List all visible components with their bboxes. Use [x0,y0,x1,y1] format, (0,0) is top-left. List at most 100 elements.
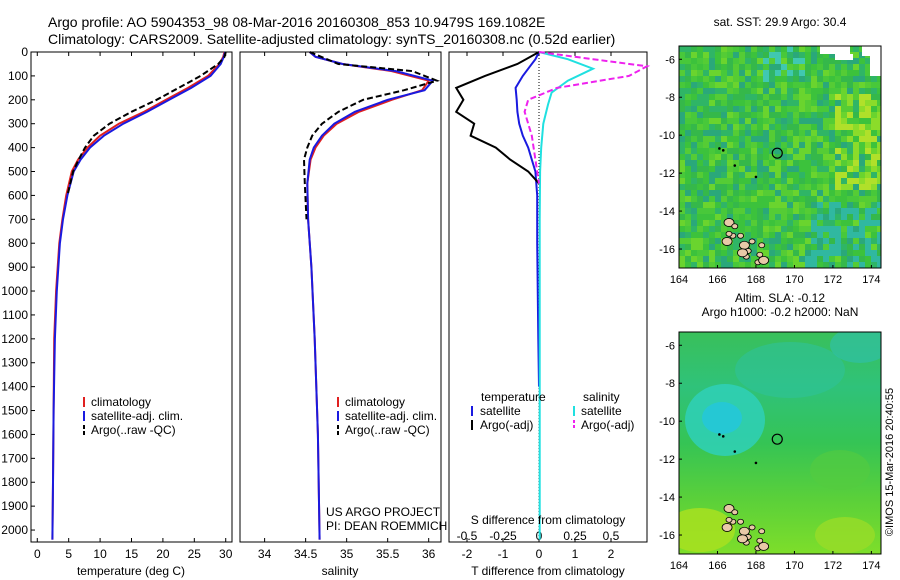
sst-cell [703,106,709,112]
sst-map-panel: sat. SST: 29.9 Argo: 30.4 164 166 168 170 17… [659,15,882,286]
sst-cell [877,142,881,148]
sst-cell [829,58,835,64]
sst-cell [781,256,787,262]
sst-cell [721,262,727,268]
sst-cell [763,178,769,184]
sst-cell [715,46,721,52]
sst-cell [775,100,781,106]
sst-cell [763,118,769,124]
sst-cell [745,118,751,124]
sst-cell [817,226,823,232]
sst-cell [691,250,697,256]
depth-tick-label: 1000 [1,284,28,298]
sst-cell [835,94,841,100]
sst-cell [757,130,763,136]
sst-cell [739,208,745,214]
sst-cell [757,124,763,130]
sst-cell [763,250,769,256]
sst-cell [751,256,757,262]
sst-cell [853,142,859,148]
sst-cell [841,244,847,250]
sst-cell [877,190,881,196]
sst-cell [679,70,685,76]
sst-cell [799,106,805,112]
sst-cell [835,250,841,256]
sst-cell [877,232,881,238]
sst-cell [817,190,823,196]
sst-cell [787,262,793,268]
sst-cell [793,208,799,214]
sst-cell [745,112,751,118]
sst-cell [781,58,787,64]
sst-cell [727,58,733,64]
sst-cell [757,76,763,82]
sst-cell [757,118,763,124]
sst-cell [751,58,757,64]
sst-cell [697,238,703,244]
sst-cell [709,172,715,178]
sst-cell [865,172,871,178]
sst-cell [823,52,829,58]
legend-label-argo: Argo(..raw -QC) [91,423,176,437]
small-island [733,164,737,167]
island-shape [739,526,750,536]
sst-cell [853,58,859,64]
sst-cell [877,100,881,106]
island-shape [756,537,764,544]
sst-cell [691,262,697,268]
sst-cell [835,76,841,82]
sst-cell [733,214,739,220]
sst-cell [823,214,829,220]
sst-cell [703,70,709,76]
sst-cell [847,190,853,196]
sst-cell [871,196,877,202]
sst-cell [763,88,769,94]
sst-cell [781,100,787,106]
sst-cell [727,46,733,52]
sst-cell [697,226,703,232]
sst-cell [841,106,847,112]
sst-cell [829,232,835,238]
sst-cell [769,226,775,232]
sst-cell [865,118,871,124]
sst-cell [769,124,775,130]
sst-cell [811,190,817,196]
lon-tick-label: 166 [708,274,726,286]
sst-cell [787,214,793,220]
sst-cell [679,52,685,58]
sst-cell [751,220,757,226]
sst-cell [829,118,835,124]
sst-cell [679,88,685,94]
sst-cell [685,82,691,88]
sst-cell [703,76,709,82]
sst-cell [733,46,739,52]
sst-cell [787,112,793,118]
sst-cell [751,250,757,256]
sst-cell [823,184,829,190]
legend-label-climatology: climatology [91,395,151,409]
sst-cell [721,142,727,148]
sst-cell [787,232,793,238]
sst-cell [685,250,691,256]
sst-cell [769,142,775,148]
sst-cell [793,64,799,70]
sst-cell [721,112,727,118]
sst-cell [769,214,775,220]
sst-cell [745,106,751,112]
sst-cell [715,106,721,112]
sst-cell [685,76,691,82]
sla-map-panel: Altim. SLA: -0.12 Argo h1000: -0.2 h2000… [659,291,882,572]
sst-cell [763,112,769,118]
sst-cell [781,70,787,76]
sst-cell [823,262,829,268]
sst-cell [805,196,811,202]
sst-cell [769,106,775,112]
header-line-2: Climatology: CARS2009. Satellite-adjuste… [48,31,615,47]
sst-cell [685,190,691,196]
sst-cell [733,94,739,100]
sst-cell [871,262,877,268]
sst-cell [715,220,721,226]
sst-cell [679,112,685,118]
sst-cell [877,154,881,160]
sst-cell [823,82,829,88]
